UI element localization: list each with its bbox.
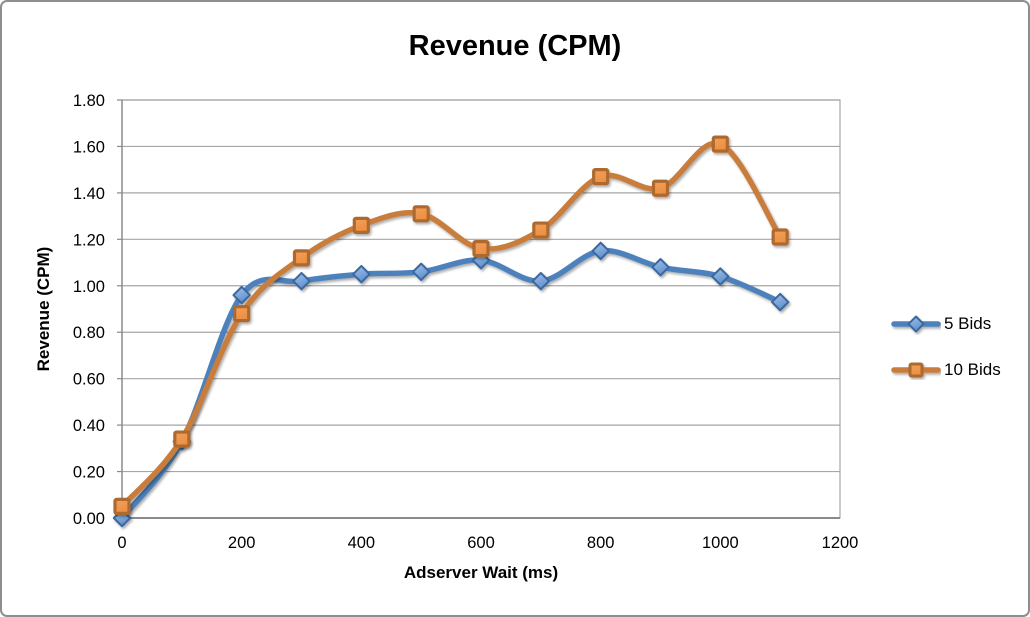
square-marker (472, 240, 490, 258)
series-line (119, 247, 783, 521)
y-tick-label: 1.80 (73, 92, 105, 110)
y-tick-label: 1.00 (73, 278, 105, 296)
chart-title: Revenue (CPM) (408, 30, 622, 62)
square-marker (113, 497, 131, 515)
y-tick-label: 1.60 (73, 138, 105, 156)
square-marker (651, 179, 670, 197)
square-marker (412, 205, 430, 223)
square-marker (292, 249, 311, 267)
legend-marker-diamond (891, 315, 941, 333)
y-tick-label: 0.00 (73, 510, 105, 528)
square-marker (711, 135, 729, 153)
diamond-marker (411, 262, 431, 282)
diamond-marker (531, 271, 551, 291)
diamond-marker (591, 241, 610, 261)
x-tick-label: 1200 (822, 534, 859, 552)
y-tick-label: 0.60 (73, 371, 105, 389)
series-10-bids (113, 135, 789, 515)
square-marker (592, 168, 610, 186)
legend: 5 Bids 10 Bids (891, 313, 1001, 381)
x-tick-label: 800 (587, 534, 615, 552)
plot-frame (121, 99, 841, 519)
y-axis-title: Revenue (CPM) (34, 246, 53, 372)
diamond-marker (651, 258, 670, 277)
legend-label: 5 Bids (944, 314, 992, 333)
y-tick-label: 0.40 (73, 417, 105, 435)
y-tick-label: 1.40 (73, 185, 105, 203)
diamond-marker (232, 285, 251, 305)
y-tick-label: 0.20 (73, 464, 105, 482)
legend-label: 10 Bids (944, 360, 1001, 379)
square-marker (173, 430, 191, 448)
x-tick-label: 600 (467, 534, 495, 552)
x-axis-title: Adserver Wait (ms) (403, 563, 559, 582)
square-marker (532, 221, 550, 239)
x-tick-label: 200 (228, 534, 256, 552)
x-tick-label: 400 (348, 534, 376, 552)
legend-item-5-bids: 5 Bids (891, 313, 1001, 335)
diamond-marker (770, 292, 790, 312)
x-tick-label: 1000 (702, 534, 739, 552)
square-marker (233, 305, 251, 323)
series-line (119, 140, 783, 510)
y-tick-label: 1.20 (73, 231, 105, 249)
legend-item-10-bids: 10 Bids (891, 359, 1001, 381)
square-marker (352, 216, 370, 234)
legend-marker-square (891, 362, 941, 378)
y-tick-label: 0.80 (73, 324, 105, 342)
diamond-marker (292, 271, 311, 291)
square-marker (771, 228, 789, 246)
diamond-marker (471, 251, 491, 270)
x-tick-label: 0 (117, 534, 126, 552)
diamond-marker (711, 267, 730, 286)
diamond-marker (352, 264, 371, 284)
